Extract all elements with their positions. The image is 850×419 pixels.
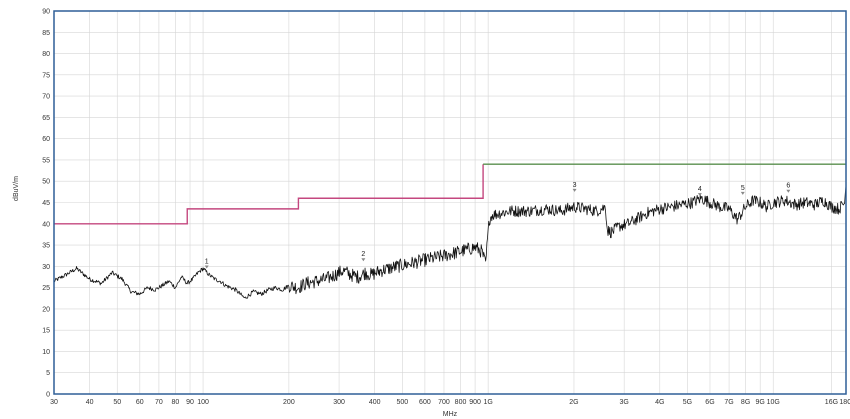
y-tick-label: 10 xyxy=(42,349,50,356)
x-tick-label: 9G xyxy=(756,399,765,406)
x-tick-label: 3G xyxy=(619,399,628,406)
marker-label: 4 xyxy=(698,186,702,193)
marker-triangle xyxy=(572,188,577,192)
x-tick-label: 8G xyxy=(741,399,750,406)
x-tick-label: 90 xyxy=(186,399,194,406)
y-tick-label: 15 xyxy=(42,328,50,335)
x-tick-label: 1G xyxy=(483,399,492,406)
y-tick-label: 75 xyxy=(42,72,50,79)
marker-triangle xyxy=(204,265,209,269)
marker-label: 2 xyxy=(361,251,365,258)
marker-label: 5 xyxy=(741,185,745,192)
x-tick-label: 600 xyxy=(419,399,431,406)
x-tick-label: 80 xyxy=(172,399,180,406)
x-tick-label: 200 xyxy=(283,399,295,406)
x-tick-label: 18G xyxy=(839,399,850,406)
measurement-trace xyxy=(53,185,847,299)
marker-label: 1 xyxy=(205,258,209,265)
plot-frame xyxy=(53,10,847,395)
x-tick-label: 40 xyxy=(86,399,94,406)
y-tick-label: 25 xyxy=(42,285,50,292)
marker-triangle xyxy=(786,189,791,193)
y-tick-label: 80 xyxy=(42,51,50,58)
marker-triangle xyxy=(361,258,366,262)
x-tick-label: 60 xyxy=(136,399,144,406)
x-axis-label: MHz xyxy=(443,411,458,418)
x-tick-label: 400 xyxy=(369,399,381,406)
y-tick-label: 45 xyxy=(42,200,50,207)
peak-markers: 1 2 3 4 5 6 xyxy=(204,182,791,269)
y-tick-label: 50 xyxy=(42,179,50,186)
x-tick-label: 6G xyxy=(705,399,714,406)
y-tick-label: 0 xyxy=(46,392,50,399)
y-tick-label: 20 xyxy=(42,306,50,313)
y-tick-label: 5 xyxy=(46,370,50,377)
x-tick-label: 16G xyxy=(825,399,838,406)
y-tick-label: 40 xyxy=(42,221,50,228)
y-tick-label: 60 xyxy=(42,136,50,143)
x-tick-label: 900 xyxy=(469,399,481,406)
x-tick-labels: 30 40 50 60 70 80 90 100 200 300 400 500 600 700 800 90… xyxy=(50,399,850,406)
limit-line xyxy=(54,164,484,225)
x-tick-label: 300 xyxy=(333,399,345,406)
y-tick-labels: 0 5 10 15 20 25 30 35 40 45 50 55 60 65 70 75 80 85 90 xyxy=(42,9,50,399)
x-tick-label: 30 xyxy=(50,399,58,406)
x-tick-label: 70 xyxy=(155,399,163,406)
limit-lines xyxy=(54,163,846,225)
y-tick-label: 30 xyxy=(42,264,50,271)
marker-label: 3 xyxy=(573,182,577,189)
x-tick-label: 800 xyxy=(455,399,467,406)
y-tick-label: 70 xyxy=(42,94,50,101)
y-tick-label: 85 xyxy=(42,30,50,37)
x-tick-label: 5G xyxy=(683,399,692,406)
x-tick-label: 500 xyxy=(396,399,408,406)
marker-triangle xyxy=(740,191,745,195)
x-tick-label: 50 xyxy=(113,399,121,406)
y-tick-label: 65 xyxy=(42,115,50,122)
x-tick-label: 7G xyxy=(724,399,733,406)
y-axis-label: dBuV/m xyxy=(13,176,20,201)
trace-line xyxy=(53,185,847,299)
marker-label: 6 xyxy=(786,183,790,190)
x-tick-label: 10G xyxy=(767,399,780,406)
marker-triangle xyxy=(697,193,702,197)
x-tick-label: 700 xyxy=(438,399,450,406)
x-tick-label: 4G xyxy=(655,399,664,406)
y-tick-label: 35 xyxy=(42,243,50,250)
y-tick-label: 90 xyxy=(42,9,50,16)
x-tick-label: 2G xyxy=(569,399,578,406)
x-tick-label: 100 xyxy=(197,399,209,406)
y-tick-label: 55 xyxy=(42,157,50,164)
